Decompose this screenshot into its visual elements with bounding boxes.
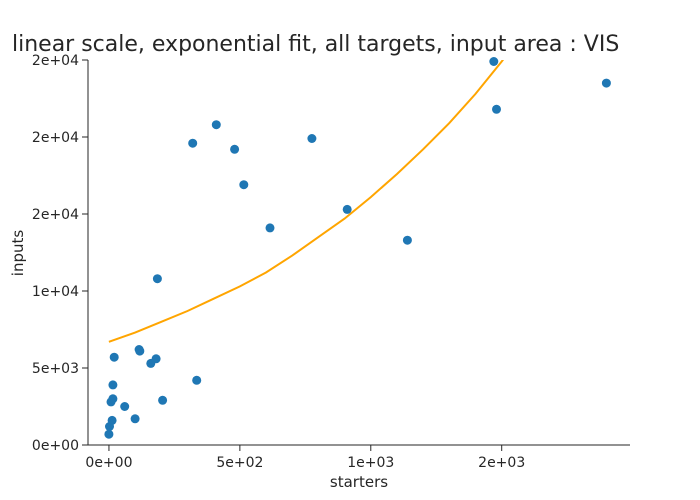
data-point xyxy=(104,429,114,439)
data-point xyxy=(489,57,499,66)
data-point xyxy=(188,138,198,148)
data-point xyxy=(192,375,202,385)
x-tick-label: 5e+02 xyxy=(216,455,263,471)
data-point xyxy=(108,394,118,404)
y-axis-label: inputs xyxy=(9,230,27,277)
y-tick-label: 0e+00 xyxy=(32,438,79,454)
x-axis-ticks: 0e+00 5e+02 1e+03 2e+03 xyxy=(85,445,525,471)
x-tick-label: 0e+00 xyxy=(85,455,132,471)
y-axis-ticks: 0e+00 5e+03 1e+04 2e+04 2e+04 2e+04 xyxy=(32,53,88,454)
x-tick-label: 1e+03 xyxy=(347,455,394,471)
x-axis-label: starters xyxy=(330,473,388,491)
data-point xyxy=(108,380,118,390)
data-point xyxy=(492,104,501,114)
data-point xyxy=(158,395,168,405)
fit-line-layer xyxy=(108,60,505,343)
y-tick-label: 2e+04 xyxy=(32,53,79,69)
data-point xyxy=(109,352,119,362)
data-point xyxy=(307,134,317,143)
y-tick-label: 1e+04 xyxy=(32,284,79,300)
data-point xyxy=(135,346,145,356)
scatter-points xyxy=(104,57,611,439)
data-point xyxy=(342,204,352,214)
chart-title: linear scale, exponential fit, all targe… xyxy=(12,32,619,57)
x-tick-label: 2e+03 xyxy=(478,455,525,471)
data-point xyxy=(601,78,611,88)
data-point xyxy=(130,414,140,424)
data-point xyxy=(402,235,412,245)
data-point xyxy=(152,274,162,284)
data-point xyxy=(120,402,130,411)
data-point xyxy=(230,144,240,154)
y-tick-label: 5e+03 xyxy=(32,361,79,377)
y-tick-label: 2e+04 xyxy=(32,130,79,146)
exponential-fit-line xyxy=(108,60,505,343)
data-point xyxy=(265,223,275,233)
data-point xyxy=(151,354,161,364)
data-point xyxy=(107,415,117,425)
y-tick-label: 2e+04 xyxy=(32,207,79,223)
data-point xyxy=(211,120,221,130)
data-point xyxy=(239,180,249,190)
